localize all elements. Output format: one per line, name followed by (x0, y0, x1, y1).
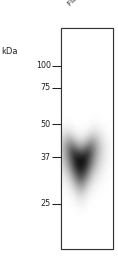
Text: 50: 50 (41, 120, 51, 129)
Text: 100: 100 (36, 61, 51, 70)
FancyBboxPatch shape (61, 28, 113, 249)
Text: kDa: kDa (1, 47, 18, 56)
Text: 25: 25 (40, 199, 51, 208)
Text: 37: 37 (41, 153, 51, 162)
Text: Flag-poly Ub: Flag-poly Ub (67, 0, 103, 7)
Text: 75: 75 (40, 83, 51, 92)
